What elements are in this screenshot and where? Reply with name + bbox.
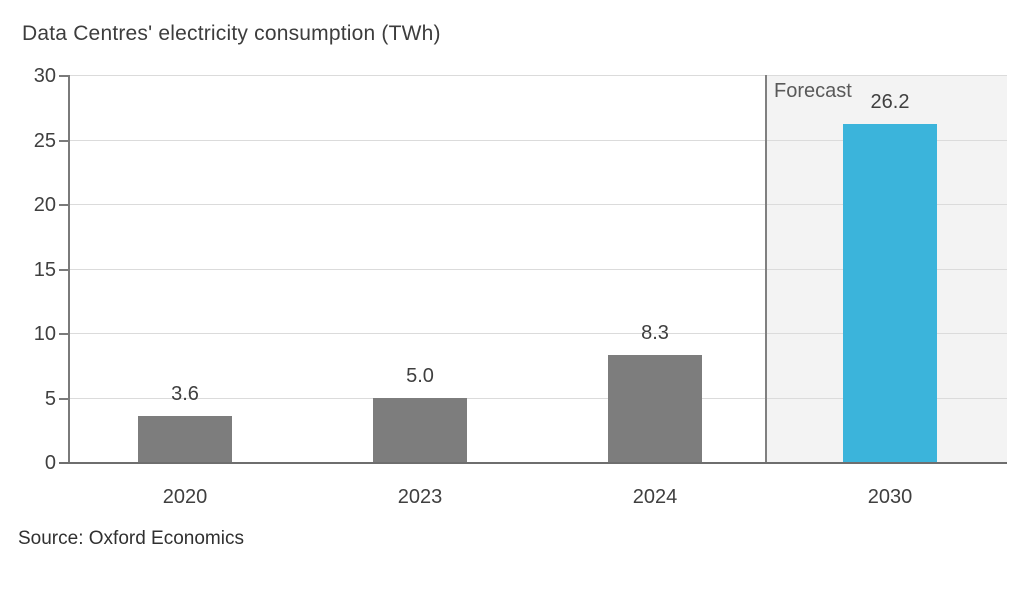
y-tick-mark-30: [59, 75, 68, 77]
gridline-y-30: [68, 75, 1007, 76]
y-tick-mark-10: [59, 333, 68, 335]
bar-2024[interactable]: [608, 355, 702, 462]
bar-value-label-2020: 3.6: [171, 383, 199, 405]
y-tick-label-30: 30: [33, 65, 56, 87]
y-tick-mark-15: [59, 269, 68, 271]
y-tick-mark-20: [59, 204, 68, 206]
x-tick-label-2030: 2030: [867, 486, 913, 508]
bar-value-label-2023: 5.0: [406, 365, 434, 387]
gridline-y-10: [68, 333, 1007, 334]
y-tick-label-5: 5: [44, 388, 56, 410]
forecast-label: Forecast: [774, 80, 852, 102]
bar-value-label-2030: 26.2: [870, 91, 910, 113]
y-axis-line: [68, 75, 70, 464]
gridline-y-5: [68, 398, 1007, 399]
gridline-y-15: [68, 269, 1007, 270]
chart-title: Data Centres' electricity consumption (T…: [22, 22, 441, 45]
bar-2023[interactable]: [373, 398, 467, 463]
bar-2020[interactable]: [138, 416, 232, 462]
y-tick-label-15: 15: [33, 259, 56, 281]
gridline-y-20: [68, 204, 1007, 205]
y-tick-label-20: 20: [33, 194, 56, 216]
x-tick-label-2020: 2020: [162, 486, 208, 508]
bar-2030[interactable]: [843, 124, 937, 462]
y-tick-label-25: 25: [33, 130, 56, 152]
y-tick-label-10: 10: [33, 323, 56, 345]
x-axis-line: [59, 462, 1007, 464]
y-tick-mark-5: [59, 398, 68, 400]
source-note: Source: Oxford Economics: [18, 528, 244, 549]
y-tick-label-0: 0: [44, 452, 56, 474]
bar-value-label-2024: 8.3: [641, 322, 669, 344]
y-tick-mark-25: [59, 140, 68, 142]
forecast-divider-line: [765, 75, 767, 462]
x-tick-label-2023: 2023: [397, 486, 443, 508]
x-tick-label-2024: 2024: [632, 486, 678, 508]
gridline-y-25: [68, 140, 1007, 141]
